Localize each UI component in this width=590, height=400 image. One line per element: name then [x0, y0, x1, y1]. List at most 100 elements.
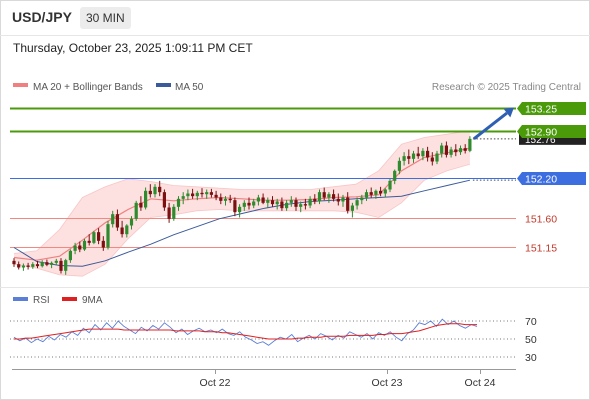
- candle: [205, 189, 209, 199]
- legend-swatch-9ma: [62, 297, 77, 301]
- last-price-label-text: 152.76: [525, 135, 556, 146]
- candle: [233, 197, 237, 217]
- candle: [336, 193, 340, 206]
- bollinger-band: [13, 130, 471, 277]
- candle-body: [435, 153, 439, 162]
- level-label-resistance: 153.25: [517, 102, 586, 116]
- candle: [463, 144, 467, 154]
- candle-body: [106, 224, 110, 248]
- legend-label-9ma: 9MA: [82, 295, 103, 306]
- candle-body: [209, 192, 213, 195]
- candle: [411, 150, 416, 163]
- candle-body: [303, 204, 307, 206]
- candle-body: [26, 265, 30, 267]
- candle: [153, 184, 157, 198]
- legend-label-ma50: MA 50: [175, 82, 204, 93]
- rsi-panel: 70 50 30: [10, 316, 537, 364]
- candle-body: [369, 192, 373, 195]
- candle-body: [92, 232, 96, 243]
- candle-body: [238, 206, 242, 213]
- candle-body: [200, 192, 204, 195]
- candle: [144, 187, 148, 210]
- candle-body: [82, 240, 87, 250]
- candle-body: [45, 262, 49, 265]
- candle-body: [186, 193, 190, 197]
- candle: [106, 220, 110, 250]
- candle-body: [139, 202, 143, 208]
- x-axis-tick-label: Oct 24: [465, 377, 496, 389]
- candle: [454, 144, 458, 157]
- candle: [228, 194, 232, 203]
- candle: [299, 201, 303, 213]
- candle: [416, 146, 420, 159]
- candle: [313, 194, 317, 205]
- projection-arrow-shaft: [472, 111, 508, 141]
- candle-body: [346, 197, 350, 211]
- level-label-resistance: 152.90: [517, 125, 586, 139]
- candle-body: [374, 190, 378, 195]
- candle: [64, 258, 68, 275]
- candle: [12, 258, 16, 267]
- candle-body: [299, 204, 303, 207]
- candle: [341, 194, 345, 207]
- candle: [369, 187, 373, 198]
- candle-body: [129, 218, 134, 226]
- level-label-support: 151.60: [525, 214, 557, 226]
- candle-body: [125, 225, 129, 235]
- candle-body: [228, 198, 232, 201]
- rsi-line: [13, 318, 478, 346]
- candle-body: [285, 202, 289, 209]
- candle-body: [242, 202, 246, 207]
- candle-body: [172, 206, 176, 219]
- candle: [261, 193, 265, 205]
- candle-body: [134, 202, 138, 219]
- candle-body: [64, 260, 68, 271]
- level-label-bg: [517, 172, 586, 185]
- candle: [186, 189, 190, 201]
- candle-body: [50, 262, 54, 265]
- candle-body: [416, 153, 420, 157]
- candle-body: [247, 202, 251, 206]
- candle: [280, 197, 284, 211]
- candle: [327, 192, 331, 203]
- candle: [256, 194, 260, 206]
- bollinger-lower-line: [13, 163, 471, 277]
- candle: [332, 189, 336, 202]
- candle: [111, 210, 115, 228]
- candle-body: [148, 190, 152, 195]
- symbol-title: USD/JPY: [12, 9, 72, 25]
- candle-body: [153, 186, 157, 195]
- candle-body: [421, 150, 425, 157]
- candle-body: [78, 245, 82, 250]
- candle: [45, 259, 49, 267]
- candle: [200, 188, 204, 198]
- candle: [270, 196, 275, 207]
- candle: [82, 238, 87, 251]
- candle-body: [59, 260, 63, 271]
- candle: [430, 152, 434, 166]
- candle-body: [21, 265, 25, 268]
- candle-body: [35, 264, 40, 267]
- candle-body: [308, 198, 312, 206]
- candle: [214, 190, 218, 201]
- candle: [209, 188, 213, 198]
- candle-body: [322, 192, 326, 198]
- candle: [440, 142, 444, 158]
- candle: [238, 204, 242, 218]
- candle: [346, 192, 350, 214]
- candle-body: [87, 240, 91, 243]
- candle: [134, 200, 138, 221]
- candle: [92, 230, 96, 245]
- candle: [97, 228, 101, 245]
- candle-body: [12, 260, 16, 265]
- rsi-legend: RSI 9MA: [13, 295, 103, 306]
- candle-body: [97, 232, 101, 241]
- candle-body: [40, 262, 44, 267]
- candle: [59, 258, 63, 274]
- candle-body: [17, 264, 21, 268]
- timeframe-button[interactable]: 30 MIN: [80, 7, 131, 29]
- candle-body: [120, 227, 124, 235]
- candle-body: [176, 198, 181, 207]
- candle: [219, 193, 223, 205]
- candle-body: [407, 156, 411, 159]
